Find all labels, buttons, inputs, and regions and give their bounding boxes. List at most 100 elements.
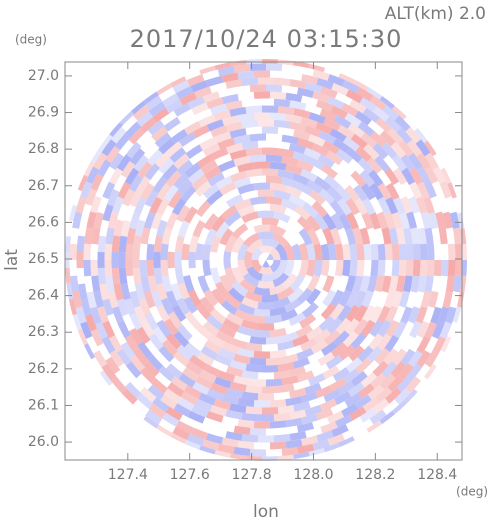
echo-cell [110, 126, 127, 144]
echo-cell [374, 347, 391, 365]
echo-cell [154, 132, 172, 149]
echo-cell [292, 334, 310, 348]
echo-cell [173, 153, 190, 170]
echo-cell [408, 320, 423, 339]
echo-cell [249, 154, 267, 163]
echo-cell [107, 291, 119, 309]
echo-cell [184, 311, 200, 329]
echo-cell [101, 336, 116, 354]
echo-cell [372, 398, 390, 414]
echo-cell [461, 259, 467, 277]
echo-cell [329, 303, 345, 321]
echo-cell [322, 289, 337, 307]
echo-cell [167, 382, 185, 398]
echo-cell [109, 152, 125, 171]
echo-cell [107, 211, 119, 229]
echo-cell [269, 182, 287, 193]
echo-cell [192, 220, 206, 238]
echo-cell [229, 359, 247, 371]
echo-cell [325, 354, 344, 370]
echo-cell [318, 315, 335, 332]
echo-cell [300, 337, 318, 352]
echo-cell [289, 121, 307, 133]
echo-cell [230, 170, 248, 183]
echo-cell [269, 283, 287, 296]
echo-cell [383, 348, 399, 366]
echo-cell [105, 145, 121, 164]
echo-cell [105, 275, 115, 293]
echo-cell [197, 275, 210, 293]
y-tick-label: 26.3 [28, 324, 59, 340]
y-tick-label: 26.7 [28, 178, 59, 194]
echo-cell [296, 215, 313, 233]
echo-cell [228, 287, 245, 303]
echo-cell [372, 106, 390, 122]
echo-cell [274, 243, 288, 261]
echo-cell [424, 166, 439, 184]
echo-cell [116, 298, 129, 317]
echo-cell [187, 74, 205, 87]
echo-cell [225, 387, 243, 399]
x-tick-label: 127.6 [170, 467, 210, 483]
echo-cell [292, 357, 310, 369]
echo-cell [209, 103, 228, 116]
echo-cell [313, 328, 332, 344]
echo-cell [218, 347, 236, 361]
echo-cell [304, 404, 323, 417]
echo-cell [195, 375, 214, 390]
echo-cell [158, 345, 175, 363]
echo-cell [183, 439, 201, 452]
echo-cell [249, 378, 267, 387]
echo-cell [165, 290, 179, 308]
echo-cell [349, 406, 367, 421]
echo-cell [445, 306, 457, 324]
plot-frame [64, 61, 463, 461]
echo-cell [125, 259, 134, 277]
echo-cell [214, 353, 232, 367]
echo-cell [269, 441, 287, 450]
echo-cell [381, 142, 398, 159]
echo-cell [229, 128, 247, 139]
echo-cell [391, 400, 409, 417]
echo-cell [311, 200, 328, 218]
echo-cell [356, 243, 365, 261]
echo-cell [231, 223, 249, 240]
echo-cell [138, 298, 152, 316]
echo-cell [184, 342, 202, 358]
echo-cell [75, 328, 89, 347]
echo-cell [391, 243, 400, 261]
echo-cell [221, 341, 240, 355]
echo-cell [199, 296, 215, 314]
echo-cell [329, 377, 347, 392]
echo-cell [143, 290, 156, 309]
echo-cell [133, 154, 149, 172]
echo-cell [288, 194, 307, 208]
echo-cell [330, 213, 345, 231]
echo-cell [90, 328, 104, 347]
echo-cell [195, 243, 205, 261]
echo-cell [70, 275, 80, 293]
echo-cell [126, 227, 137, 245]
echo-cell [176, 179, 193, 196]
echo-cell [209, 404, 228, 417]
echo-cell [165, 332, 182, 350]
echo-cell [410, 227, 420, 245]
echo-cell [156, 304, 170, 323]
echo-cell [219, 181, 237, 196]
echo-cell [78, 283, 88, 301]
echo-cell [281, 331, 299, 343]
echo-cell [207, 333, 225, 348]
echo-cell [253, 308, 271, 317]
echo-cell [221, 205, 238, 221]
echo-cell [406, 363, 423, 381]
echo-cell [320, 163, 338, 179]
echo-cell [461, 243, 467, 261]
echo-cell [382, 104, 400, 121]
echo-cell [210, 382, 228, 395]
echo-cell [273, 98, 291, 108]
echo-cell [315, 408, 334, 421]
echo-cell [329, 199, 345, 217]
echo-cell [241, 211, 259, 224]
echo-cell [432, 166, 446, 184]
echo-cell [168, 73, 187, 88]
